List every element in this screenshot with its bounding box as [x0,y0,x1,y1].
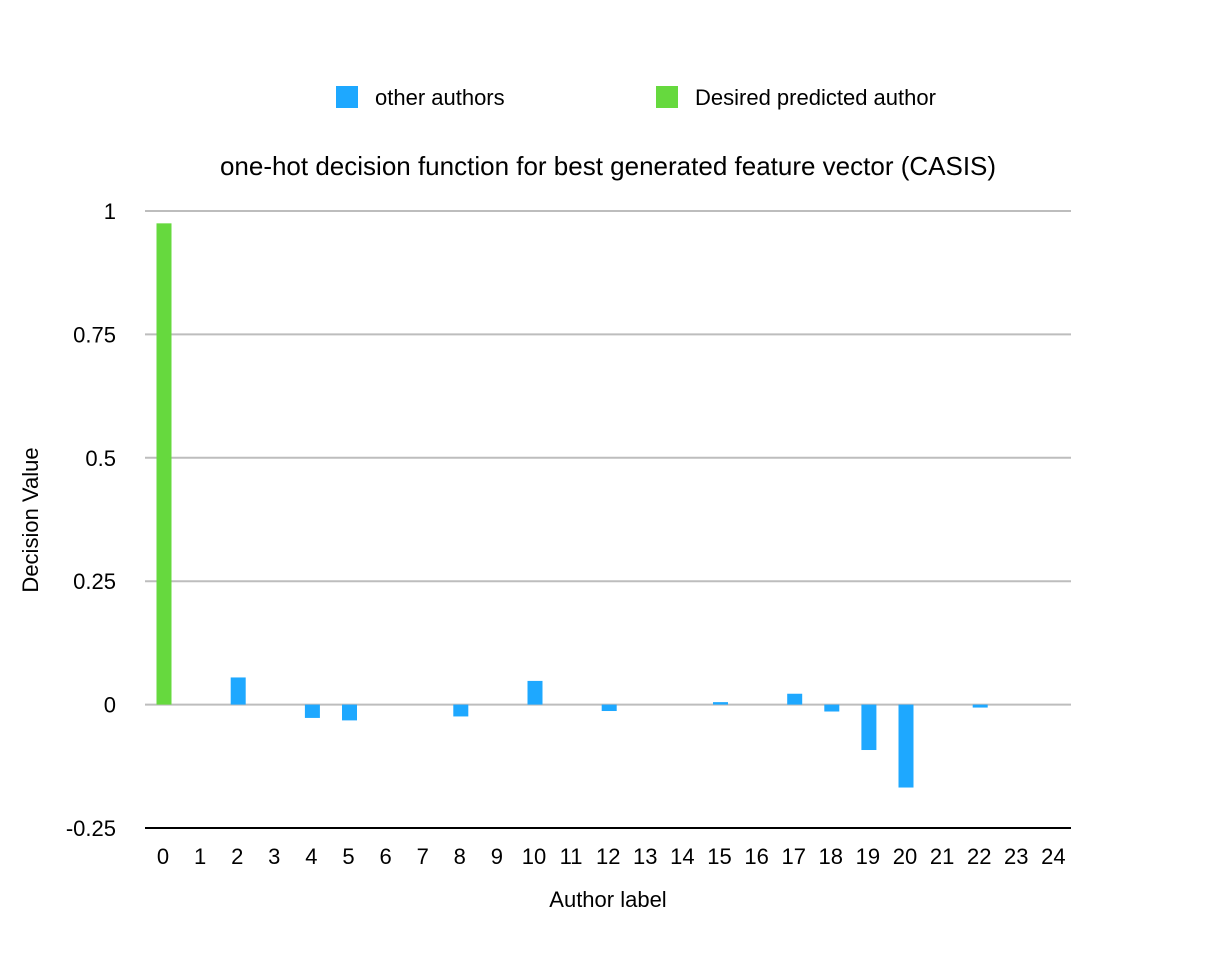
x-tick-label: 6 [379,844,391,869]
x-tick-label: 24 [1041,844,1065,869]
chart-title: one-hot decision function for best gener… [220,151,996,181]
x-tick-label: 23 [1004,844,1028,869]
x-tick-label: 17 [781,844,805,869]
bar-19 [861,704,877,751]
bars [156,223,988,788]
bar-12 [601,704,617,712]
x-tick-label: 8 [454,844,466,869]
x-tick-label: 21 [930,844,954,869]
bar-2 [230,677,246,705]
x-tick-label: 0 [157,844,169,869]
x-tick-label: 18 [819,844,843,869]
legend-item: other authors [336,85,505,110]
legend-label: Desired predicted author [695,85,936,110]
y-tick-label: 0.5 [85,446,116,471]
x-tick-label: 13 [633,844,657,869]
x-tick-label: 3 [268,844,280,869]
bar-5 [342,704,357,721]
bar-8 [453,704,469,717]
bar-4 [304,704,320,718]
gridlines [145,210,1071,829]
x-axis-ticks: 0 1 2 3 4 5 6 7 8 9 10 11 12 13 14 15 16 17 18 19 20 21 22 23 24 [157,844,1066,869]
y-tick-label: -0.25 [66,816,116,841]
legend-item: Desired predicted author [656,85,936,110]
x-tick-label: 4 [305,844,317,869]
bar-15 [713,702,728,705]
y-tick-label: 0 [104,693,116,718]
y-tick-label: 0.75 [73,322,116,347]
x-tick-label: 7 [417,844,429,869]
legend-swatch [336,86,358,108]
x-tick-label: 12 [596,844,620,869]
y-axis-label: Decision Value [18,447,43,592]
x-tick-label: 2 [231,844,243,869]
x-tick-label: 15 [707,844,731,869]
x-tick-label: 9 [491,844,503,869]
y-tick-label: 1 [104,199,116,224]
legend-label: other authors [375,85,505,110]
bar-0 [156,223,172,705]
bar-18 [824,704,840,712]
bar-17 [787,693,803,705]
x-tick-label: 11 [560,844,583,869]
y-tick-label: 0.25 [73,569,116,594]
x-tick-label: 1 [194,844,206,869]
x-tick-label: 20 [893,844,917,869]
legend: other authors Desired predicted author [336,85,936,110]
legend-swatch [656,86,678,108]
bar-10 [527,680,543,705]
y-axis-ticks: -0.25 0 0.25 0.5 0.75 1 [66,199,116,841]
x-tick-label: 5 [342,844,354,869]
x-tick-label: 22 [967,844,991,869]
x-tick-label: 10 [522,844,546,869]
x-axis-label: Author label [549,887,666,912]
bar-22 [972,704,988,708]
x-tick-label: 19 [856,844,880,869]
bar-20 [898,704,914,788]
x-tick-label: 14 [670,844,694,869]
x-tick-label: 16 [744,844,768,869]
